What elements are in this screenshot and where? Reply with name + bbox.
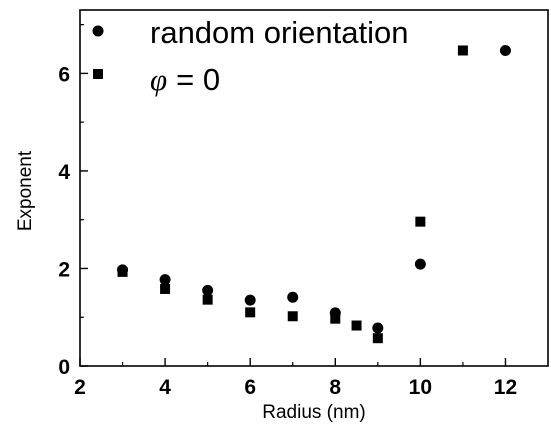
x-tick-label: 6 [244, 376, 256, 399]
point-random-orientation [499, 44, 511, 56]
y-tick-label: 4 [58, 161, 70, 184]
y-tick-label: 0 [58, 356, 70, 379]
point-random-orientation [414, 258, 426, 270]
legend-marker-square [93, 69, 103, 79]
point-phi-zero [457, 45, 468, 56]
x-axis-label: Radius (nm) [262, 402, 365, 423]
plot-frame [79, 9, 549, 367]
point-random-orientation [202, 284, 214, 296]
legend-marker-circle [92, 25, 104, 37]
legend-phi-value: = 0 [176, 62, 220, 97]
point-random-orientation [159, 274, 171, 286]
point-phi-zero [415, 216, 426, 227]
point-phi-zero [351, 320, 362, 331]
point-random-orientation [372, 322, 384, 334]
point-phi-zero [160, 283, 171, 294]
x-tick-label: 10 [409, 376, 432, 399]
y-axis-label: Exponent [15, 150, 36, 231]
point-phi-zero [202, 294, 213, 305]
point-phi-zero [117, 266, 128, 277]
point-phi-zero [287, 311, 298, 322]
point-phi-zero [245, 307, 256, 318]
legend-label-random-orientation: random orientation [150, 15, 409, 50]
point-phi-zero [372, 333, 383, 344]
legend-phi-symbol: φ [150, 62, 167, 97]
y-tick-label: 6 [58, 63, 70, 86]
x-tick-label: 2 [74, 376, 86, 399]
point-random-orientation [287, 291, 299, 303]
y-tick-label: 2 [58, 258, 70, 281]
legend-label-phi-zero: φ = 0 [150, 62, 220, 97]
x-tick-label: 12 [494, 376, 517, 399]
data-points [117, 44, 511, 344]
x-tick-label: 4 [159, 376, 171, 399]
point-phi-zero [330, 313, 341, 324]
legend: random orientation φ = 0 [92, 15, 409, 97]
axis-ticks [79, 24, 507, 367]
x-tick-label: 8 [329, 376, 341, 399]
point-random-orientation [244, 294, 256, 306]
